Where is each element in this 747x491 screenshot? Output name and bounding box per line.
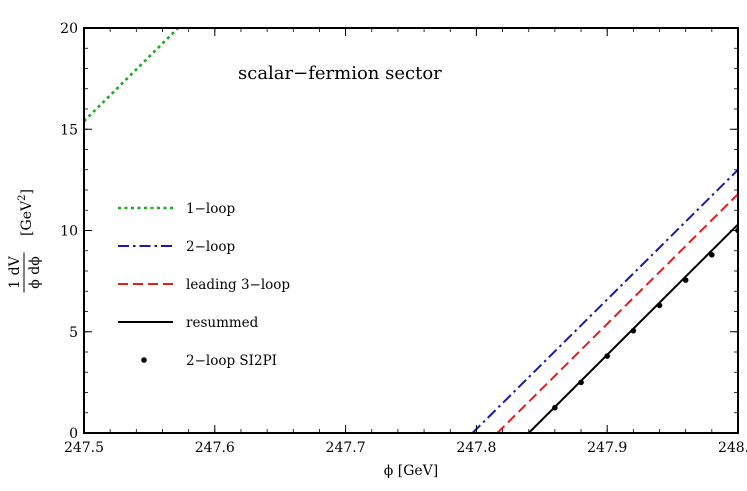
ticks-layer: 247.5 247.6 247.7 247.8 247.9 248.0 0 5 10 15 20 [60,21,747,456]
y-tick-label: 20 [60,21,78,37]
x-tick-label: 247.8 [456,440,496,456]
annotation-text: scalar−fermion sector [238,63,442,84]
plot-frame [83,27,739,434]
y-tick-label: 0 [69,426,78,442]
series-layer [84,28,738,433]
y-tick-label: 10 [60,224,78,240]
legend-leading-3-loop-label: leading 3−loop [186,277,290,293]
legend-2-loop-label: 2−loop [186,239,235,255]
series-2-loop-si2pi-point [656,302,663,309]
series-2-loop-si2pi-point [630,327,637,334]
y-tick-label: 5 [69,325,78,341]
y-axis-label-unit: [GeV2] [17,189,35,236]
series-2-loop-si2pi-point [552,404,558,411]
legend-1-loop-label: 1−loop [186,201,235,217]
y-tick-label: 15 [60,122,78,138]
series-2-loop-si2pi-point [682,277,689,283]
legend-2-loop-si2pi-label: 2−loop SI2PI [186,353,277,369]
y-axis-unit-prefix: [GeV [19,200,35,236]
y-axis-unit-suffix: ] [19,189,35,194]
series-1-loop-line [84,28,180,123]
x-tick-label: 248.0 [718,440,747,456]
x-tick-label: 247.9 [587,440,627,456]
x-tick-label: 247.5 [64,440,104,456]
legend-2-loop-si2pi-marker [141,357,147,363]
y-axis-label-denominator: ϕ dϕ [27,256,43,289]
y-axis-label: 1 dV ϕ dϕ [GeV2] [7,189,43,293]
series-leading-3-loop-line [496,193,738,433]
series-2-loop-si2pi-point [604,353,610,359]
x-tick-label: 247.7 [326,440,366,456]
series-2-loop-si2pi-point [709,252,715,258]
series-2-loop-line [471,169,738,433]
x-tick-label: 247.6 [195,440,235,456]
series-2-loop-si2pi-point [578,379,584,386]
x-axis-label: ϕ [GeV] [384,463,439,479]
legend-resummed-label: resummed [186,315,259,331]
y-axis-label-numerator: 1 dV [7,255,23,288]
y-axis-unit-power: 2 [17,195,28,201]
legend: 1−loop 2−loop leading 3−loop resummed 2−loop… [118,201,290,369]
